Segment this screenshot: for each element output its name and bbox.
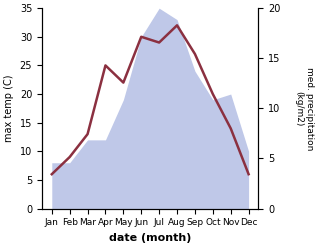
Y-axis label: med. precipitation
(kg/m2): med. precipitation (kg/m2) [294, 67, 314, 150]
Y-axis label: max temp (C): max temp (C) [4, 75, 14, 142]
X-axis label: date (month): date (month) [109, 233, 191, 243]
